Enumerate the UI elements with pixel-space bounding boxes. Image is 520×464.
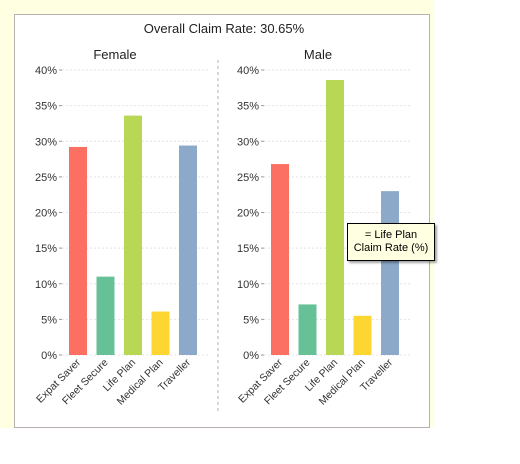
bar-life-plan [326, 79, 344, 355]
bar-life-plan [124, 115, 142, 355]
y-tick-label: 5% [41, 314, 57, 326]
y-tick-label: 20% [237, 208, 259, 220]
bar-tooltip: = Life Plan Claim Rate (%) [347, 223, 435, 261]
bar-medical-plan [151, 311, 170, 355]
y-tick-label: 20% [35, 208, 57, 220]
tooltip-line-2: Claim Rate (%) [353, 242, 429, 254]
bar-expat-saver [271, 164, 289, 355]
y-tick-label: 40% [35, 65, 57, 77]
y-tick-label: 15% [35, 243, 57, 255]
bar-traveller [179, 145, 197, 355]
y-tick-label: 25% [35, 172, 57, 184]
y-tick-label: 0% [41, 350, 57, 362]
bar-fleet-secure [298, 304, 317, 355]
chart-window [0, 0, 434, 428]
panel-title: Female [93, 47, 136, 62]
tooltip-line-1: = Life Plan [364, 229, 418, 241]
bar-medical-plan [353, 315, 372, 355]
y-tick-label: 10% [237, 279, 259, 291]
bar-traveller [381, 191, 399, 355]
y-tick-label: 0% [243, 350, 259, 362]
y-tick-label: 15% [237, 243, 259, 255]
bar-fleet-secure [96, 276, 115, 355]
y-tick-label: 10% [35, 279, 57, 291]
y-tick-label: 35% [237, 101, 259, 113]
panel-title: Male [304, 47, 332, 62]
y-tick-label: 40% [237, 65, 259, 77]
y-tick-label: 25% [237, 172, 259, 184]
y-tick-label: 5% [243, 314, 259, 326]
y-tick-label: 30% [237, 136, 259, 148]
bar-expat-saver [69, 146, 87, 355]
y-tick-label: 30% [35, 136, 57, 148]
chart-title: Overall Claim Rate: 30.65% [144, 21, 305, 36]
y-tick-label: 35% [35, 101, 57, 113]
